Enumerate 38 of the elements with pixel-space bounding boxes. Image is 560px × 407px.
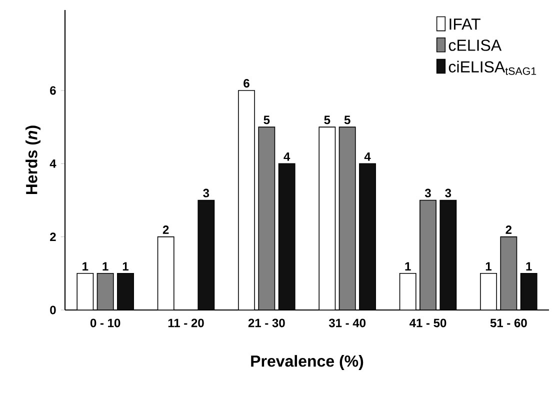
- data-label: 3: [445, 188, 452, 198]
- data-label: 3: [203, 188, 210, 198]
- legend-label: IFAT: [450, 18, 480, 30]
- x-tick-label: 31 - 40: [328, 318, 366, 328]
- data-label: 4: [284, 152, 290, 161]
- x-axis-title: Prevalence (%): [251, 355, 364, 370]
- data-label: 3: [424, 188, 431, 198]
- data-label: 1: [526, 262, 532, 270]
- x-tick-label: 41 - 50: [410, 318, 446, 328]
- y-axis-title: Herds (n): [26, 126, 40, 194]
- y-tick-label: 4: [50, 160, 56, 168]
- bar: [198, 200, 215, 310]
- data-label: 1: [82, 262, 88, 270]
- y-tick-label: 6: [50, 86, 56, 95]
- data-label: 5: [264, 116, 270, 124]
- data-label: 2: [506, 226, 512, 234]
- bar: [440, 200, 457, 310]
- x-tick-label: 51 - 60: [490, 318, 527, 328]
- data-label: 5: [344, 116, 350, 124]
- bar: [359, 163, 376, 310]
- data-label: 1: [122, 262, 128, 270]
- legend-label: ciELISA$_{tSAG1}$: [448, 60, 536, 75]
- data-label: 1: [486, 262, 492, 270]
- bar: [117, 273, 134, 310]
- data-label: 5: [324, 116, 330, 124]
- x-tick-label: 0 - 10: [90, 318, 120, 328]
- data-label: 2: [162, 226, 169, 234]
- y-tick-label: 0: [50, 306, 56, 314]
- data-label: 1: [102, 262, 108, 270]
- legend-label: cELISA: [448, 40, 502, 51]
- x-tick-label: 21 - 30: [248, 318, 285, 328]
- bar: [278, 163, 296, 310]
- x-tick-label: 11 - 20: [168, 318, 204, 328]
- bar: [520, 273, 538, 310]
- data-label: 6: [244, 79, 250, 88]
- data-label: 1: [405, 262, 411, 270]
- data-label: 4: [364, 152, 371, 161]
- y-tick-label: 2: [50, 232, 56, 242]
